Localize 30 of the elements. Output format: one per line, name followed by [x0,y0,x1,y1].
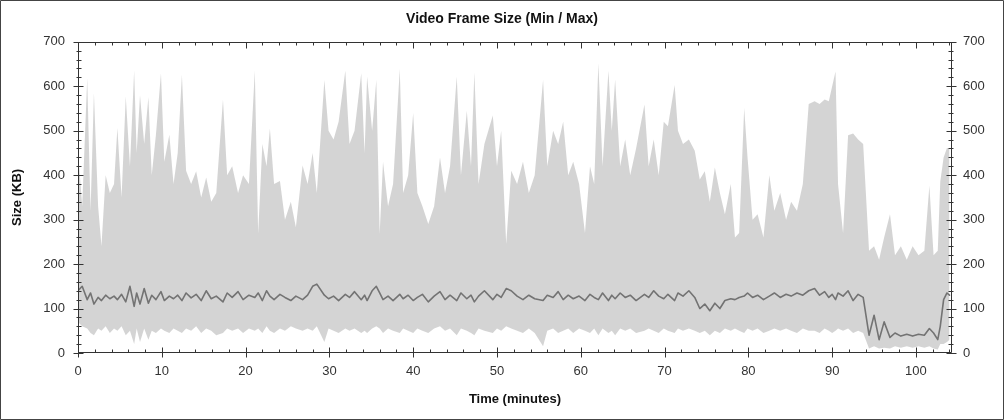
y-tick-label: 300 [43,211,65,227]
y-tick-label: 400 [43,166,65,182]
y2-tick-label: 500 [963,122,985,138]
x-tick-label: 90 [824,363,840,379]
y-tick-label: 100 [43,300,65,316]
x-tick-label: 60 [573,363,589,379]
x-tick-label: 20 [238,363,253,379]
y-axis-title: Size (KB) [9,168,25,226]
y2-tick-label: 400 [963,166,985,182]
x-tick-label: 100 [905,363,927,379]
y2-tick-label: 100 [963,300,985,316]
chart-title: Video Frame Size (Min / Max) [406,10,598,27]
x-tick-label: 80 [741,363,756,379]
y2-tick-label: 200 [963,255,985,271]
x-tick-label: 40 [405,363,421,379]
x-tick-label: 30 [322,363,337,379]
y2-tick-label: 0 [963,344,971,360]
x-tick-label: 70 [657,363,672,379]
y2-tick-label: 700 [963,33,985,49]
y-tick-label: 200 [43,255,65,271]
x-axis-title: Time (minutes) [468,390,562,406]
y2-tick-label: 600 [963,77,985,93]
x-tick-label: 50 [489,363,505,379]
y-tick-label: 600 [43,77,65,93]
x-tick-label: 10 [154,363,170,379]
x-tick-label: 0 [74,363,82,379]
y-tick-label: 0 [57,344,65,360]
y-tick-label: 500 [43,122,65,138]
y2-tick-label: 300 [963,211,985,227]
y-tick-label: 700 [43,33,65,49]
